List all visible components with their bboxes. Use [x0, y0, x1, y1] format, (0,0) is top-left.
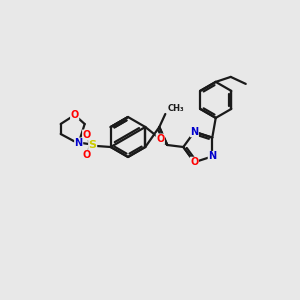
- Text: O: O: [82, 130, 91, 140]
- Text: O: O: [82, 150, 91, 160]
- Text: S: S: [89, 140, 97, 150]
- Text: O: O: [190, 157, 199, 167]
- Text: CH₃: CH₃: [167, 104, 184, 113]
- Text: O: O: [156, 134, 164, 144]
- Text: N: N: [190, 127, 198, 137]
- Text: N: N: [208, 152, 216, 161]
- Text: N: N: [75, 138, 83, 148]
- Text: O: O: [70, 110, 79, 120]
